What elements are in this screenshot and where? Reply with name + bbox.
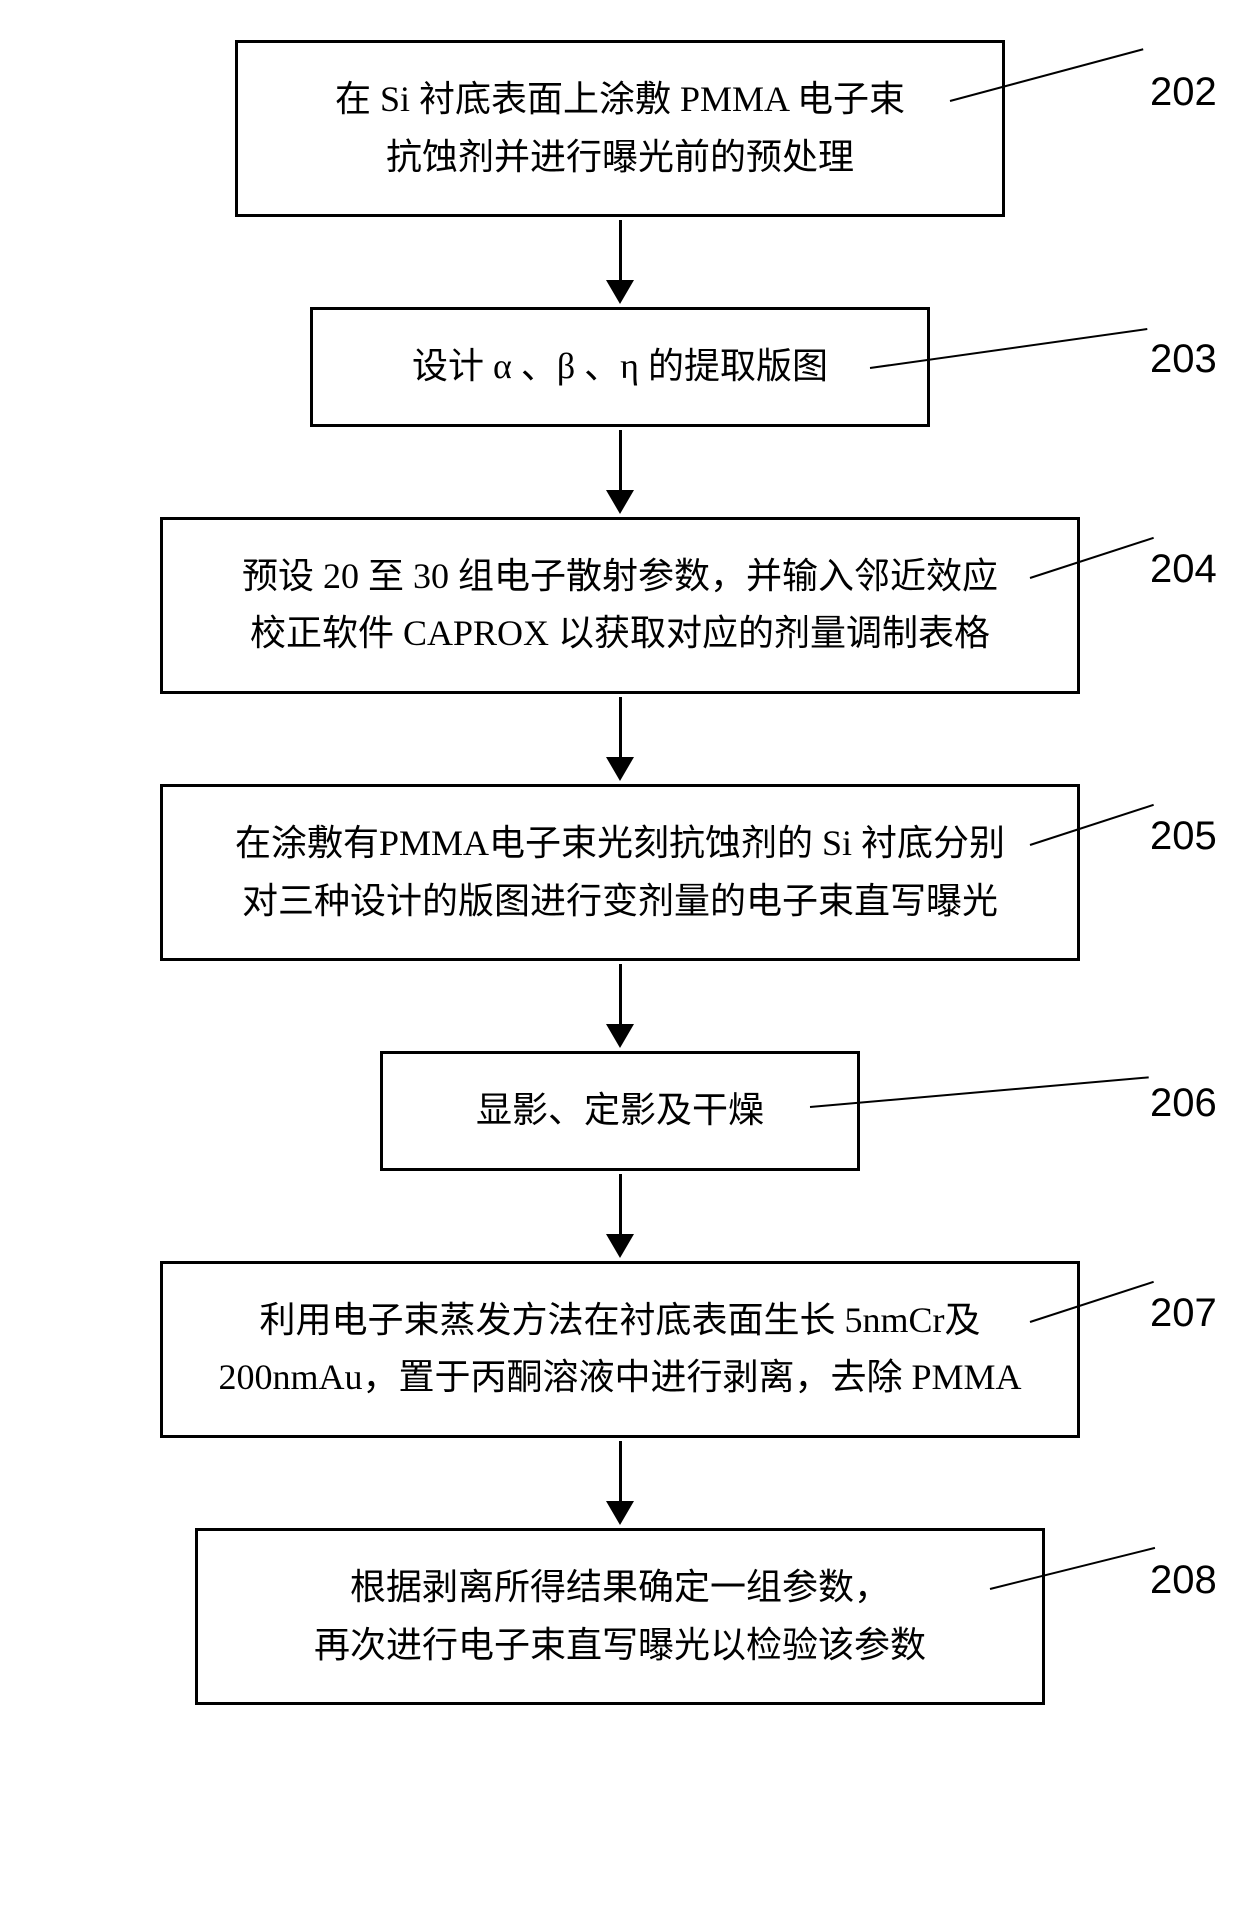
step-label-207: 207 bbox=[1150, 1291, 1217, 1336]
arrow-down-icon bbox=[606, 694, 634, 784]
step-wrapper-202: 在 Si 衬底表面上涂敷 PMMA 电子束抗蚀剂并进行曝光前的预处理202 bbox=[30, 40, 1210, 217]
arrow-head bbox=[606, 1501, 634, 1525]
arrow-head bbox=[606, 1234, 634, 1258]
flowchart-container: 在 Si 衬底表面上涂敷 PMMA 电子束抗蚀剂并进行曝光前的预处理202 设计 … bbox=[30, 40, 1210, 1705]
step-wrapper-208: 根据剥离所得结果确定一组参数，再次进行电子束直写曝光以检验该参数208 bbox=[30, 1528, 1210, 1705]
step-box-207: 利用电子束蒸发方法在衬底表面生长 5nmCr及200nmAu，置于丙酮溶液中进行… bbox=[160, 1261, 1080, 1438]
arrow-line bbox=[619, 430, 622, 490]
arrow-down-icon bbox=[606, 427, 634, 517]
arrow-line bbox=[619, 1174, 622, 1234]
step-text-line1: 利用电子束蒸发方法在衬底表面生长 5nmCr及 bbox=[203, 1292, 1037, 1350]
step-wrapper-206: 显影、定影及干燥206 bbox=[30, 1051, 1210, 1171]
step-box-206: 显影、定影及干燥 bbox=[380, 1051, 860, 1171]
arrow-head bbox=[606, 757, 634, 781]
arrow-head bbox=[606, 1024, 634, 1048]
step-text-line2: 200nmAu，置于丙酮溶液中进行剥离，去除 PMMA bbox=[203, 1349, 1037, 1407]
step-label-206: 206 bbox=[1150, 1081, 1217, 1126]
step-text-line1: 预设 20 至 30 组电子散射参数，并输入邻近效应 bbox=[203, 548, 1037, 606]
arrow-line bbox=[619, 220, 622, 280]
leader-line bbox=[810, 1077, 1149, 1109]
step-label-205: 205 bbox=[1150, 814, 1217, 859]
arrow-head bbox=[606, 490, 634, 514]
step-label-202: 202 bbox=[1150, 70, 1217, 115]
arrow-down-icon bbox=[606, 217, 634, 307]
step-text-line2: 对三种设计的版图进行变剂量的电子束直写曝光 bbox=[203, 873, 1037, 931]
arrow-down-icon bbox=[606, 1438, 634, 1528]
step-wrapper-203: 设计 α 、β 、η 的提取版图203 bbox=[30, 307, 1210, 427]
step-text-line2: 抗蚀剂并进行曝光前的预处理 bbox=[278, 129, 962, 187]
step-label-204: 204 bbox=[1150, 547, 1217, 592]
arrow-down-icon bbox=[606, 1171, 634, 1261]
step-text-line2: 校正软件 CAPROX 以获取对应的剂量调制表格 bbox=[203, 605, 1037, 663]
step-box-204: 预设 20 至 30 组电子散射参数，并输入邻近效应校正软件 CAPROX 以获… bbox=[160, 517, 1080, 694]
step-box-208: 根据剥离所得结果确定一组参数，再次进行电子束直写曝光以检验该参数 bbox=[195, 1528, 1045, 1705]
step-wrapper-207: 利用电子束蒸发方法在衬底表面生长 5nmCr及200nmAu，置于丙酮溶液中进行… bbox=[30, 1261, 1210, 1438]
arrow-down-icon bbox=[606, 961, 634, 1051]
step-box-203: 设计 α 、β 、η 的提取版图 bbox=[310, 307, 930, 427]
step-text-line1: 在涂敷有PMMA电子束光刻抗蚀剂的 Si 衬底分别 bbox=[203, 815, 1037, 873]
step-wrapper-204: 预设 20 至 30 组电子散射参数，并输入邻近效应校正软件 CAPROX 以获… bbox=[30, 517, 1210, 694]
step-label-203: 203 bbox=[1150, 337, 1217, 382]
step-text-line1: 在 Si 衬底表面上涂敷 PMMA 电子束 bbox=[278, 71, 962, 129]
arrow-line bbox=[619, 697, 622, 757]
step-label-208: 208 bbox=[1150, 1558, 1217, 1603]
step-text-line1: 根据剥离所得结果确定一组参数， bbox=[238, 1559, 1002, 1617]
step-text-line1: 显影、定影及干燥 bbox=[423, 1082, 817, 1140]
arrow-line bbox=[619, 964, 622, 1024]
arrow-head bbox=[606, 280, 634, 304]
step-text-line1: 设计 α 、β 、η 的提取版图 bbox=[353, 338, 887, 396]
step-wrapper-205: 在涂敷有PMMA电子束光刻抗蚀剂的 Si 衬底分别对三种设计的版图进行变剂量的电… bbox=[30, 784, 1210, 961]
step-box-205: 在涂敷有PMMA电子束光刻抗蚀剂的 Si 衬底分别对三种设计的版图进行变剂量的电… bbox=[160, 784, 1080, 961]
arrow-line bbox=[619, 1441, 622, 1501]
step-box-202: 在 Si 衬底表面上涂敷 PMMA 电子束抗蚀剂并进行曝光前的预处理 bbox=[235, 40, 1005, 217]
step-text-line2: 再次进行电子束直写曝光以检验该参数 bbox=[238, 1617, 1002, 1675]
